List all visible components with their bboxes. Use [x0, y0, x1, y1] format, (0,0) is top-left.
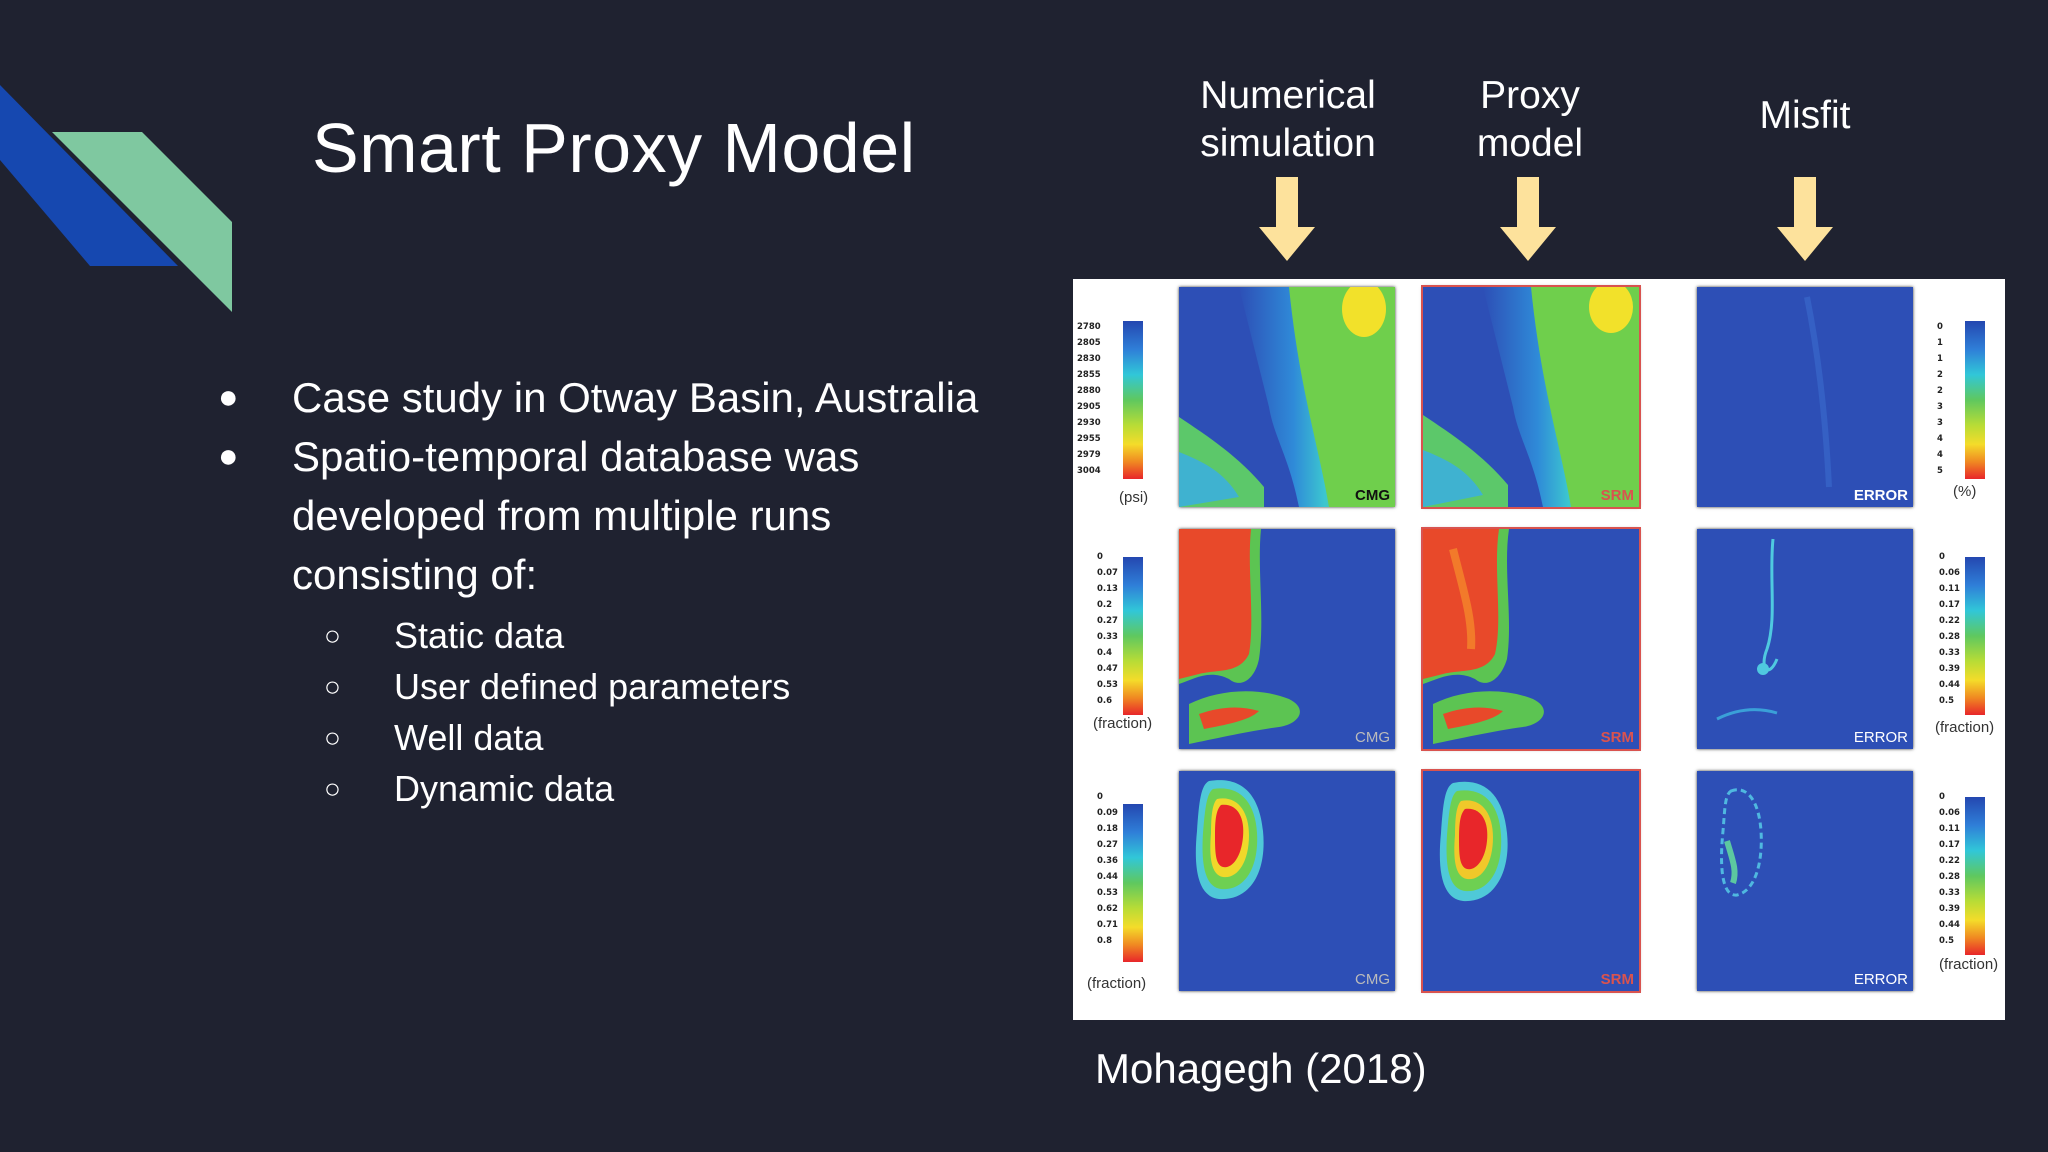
scale-ticks-left: 0 0.09 0.18 0.27 0.36 0.44 0.53 0.62 0.71 0.8: [1097, 792, 1118, 946]
slide-title: Smart Proxy Model: [312, 109, 916, 187]
sub-bullet-item: ○ Static data: [218, 610, 1038, 661]
blue-stripe: [0, 85, 178, 266]
pressure-map-cmg: CMG: [1179, 287, 1395, 507]
panel-label: ERROR: [1853, 971, 1908, 988]
scale-ticks-left: 0 0.07 0.13 0.2 0.27 0.33 0.4 0.47 0.53 0.6: [1097, 552, 1118, 706]
scale-unit: (psi): [1119, 489, 1149, 506]
color-scale-bar: [1123, 557, 1143, 715]
concentration-map-cmg: CMG: [1179, 771, 1395, 991]
bullet-list: ● Case study in Otway Basin, Australia ●…: [218, 368, 1038, 814]
down-arrow-icon: [1777, 177, 1833, 261]
pressure-map-srm: SRM: [1421, 285, 1641, 509]
panel-label: ERROR: [1853, 729, 1908, 746]
scale-unit: (fraction): [1939, 956, 1999, 973]
panel-label: CMG: [1355, 729, 1390, 746]
bullet-marker: ●: [218, 378, 239, 416]
sub-bullet-marker: ○: [324, 671, 341, 702]
corner-decoration: [0, 85, 232, 312]
sub-bullet-item: ○ Dynamic data: [218, 763, 1038, 814]
scale-ticks-left: 2780 2805 2830 2855 2880 2905 2930 2955 2979…: [1077, 322, 1101, 476]
panel-label: ERROR: [1853, 487, 1908, 504]
scale-ticks-right: 0 0.06 0.11 0.17 0.22 0.28 0.33 0.39 0.44 0.5: [1939, 792, 1960, 946]
sub-bullet-text: User defined parameters: [394, 666, 791, 707]
comparison-figure: 2780 2805 2830 2855 2880 2905 2930 2955 2979…: [1073, 279, 2005, 1020]
concentration-map-srm: SRM: [1421, 769, 1641, 993]
color-scale-bar: [1965, 797, 1985, 955]
scale-unit: (fraction): [1935, 719, 1995, 736]
color-scale-bar: [1965, 557, 1985, 715]
down-arrow-icon: [1259, 177, 1315, 261]
green-stripe: [52, 132, 232, 312]
panel-label: CMG: [1355, 971, 1390, 988]
header-misfit: Misfit: [1759, 94, 1851, 137]
sub-bullet-marker: ○: [324, 722, 341, 753]
sub-bullet-marker: ○: [324, 620, 341, 651]
down-arrow-icon: [1500, 177, 1556, 261]
bullet-text: Spatio-temporal database was developed f…: [292, 433, 860, 598]
panel-label: SRM: [1600, 729, 1634, 746]
panel-label: SRM: [1600, 971, 1634, 988]
scale-unit: (fraction): [1087, 975, 1147, 992]
sub-bullet-item: ○ Well data: [218, 712, 1038, 763]
scale-unit: (%): [1953, 483, 1977, 500]
citation: Mohagegh (2018): [1095, 1045, 1427, 1092]
saturation-map-cmg: CMG: [1179, 529, 1395, 749]
header-proxy-model: Proxy model: [1476, 74, 1584, 165]
sub-bullet-list: ○ Static data ○ User defined parameters …: [218, 610, 1038, 814]
bullet-item: ● Spatio-temporal database was developed…: [218, 427, 972, 604]
panel-label: SRM: [1600, 487, 1634, 504]
header-numerical-simulation: Numerical simulation: [1200, 74, 1376, 165]
bullet-marker: ●: [218, 437, 239, 475]
sub-bullet-item: ○ User defined parameters: [218, 661, 1038, 712]
saturation-error-map: ERROR: [1697, 529, 1913, 749]
sub-bullet-marker: ○: [324, 773, 341, 804]
panel-label: CMG: [1355, 487, 1390, 504]
color-scale-bar: [1965, 321, 1985, 479]
pressure-error-map: ERROR: [1697, 287, 1913, 507]
sub-bullet-text: Static data: [394, 615, 565, 656]
sub-bullet-text: Well data: [394, 717, 544, 758]
color-scale-bar: [1123, 321, 1143, 479]
bullet-text: Case study in Otway Basin, Australia: [292, 374, 979, 421]
concentration-error-map: ERROR: [1697, 771, 1913, 991]
saturation-map-srm: SRM: [1421, 527, 1641, 751]
sub-bullet-text: Dynamic data: [394, 768, 615, 809]
color-scale-bar: [1123, 804, 1143, 962]
scale-unit: (fraction): [1093, 715, 1153, 732]
scale-ticks-right: 0 0.06 0.11 0.17 0.22 0.28 0.33 0.39 0.44 0.5: [1939, 552, 1960, 706]
bullet-item: ● Case study in Otway Basin, Australia: [218, 368, 1038, 427]
